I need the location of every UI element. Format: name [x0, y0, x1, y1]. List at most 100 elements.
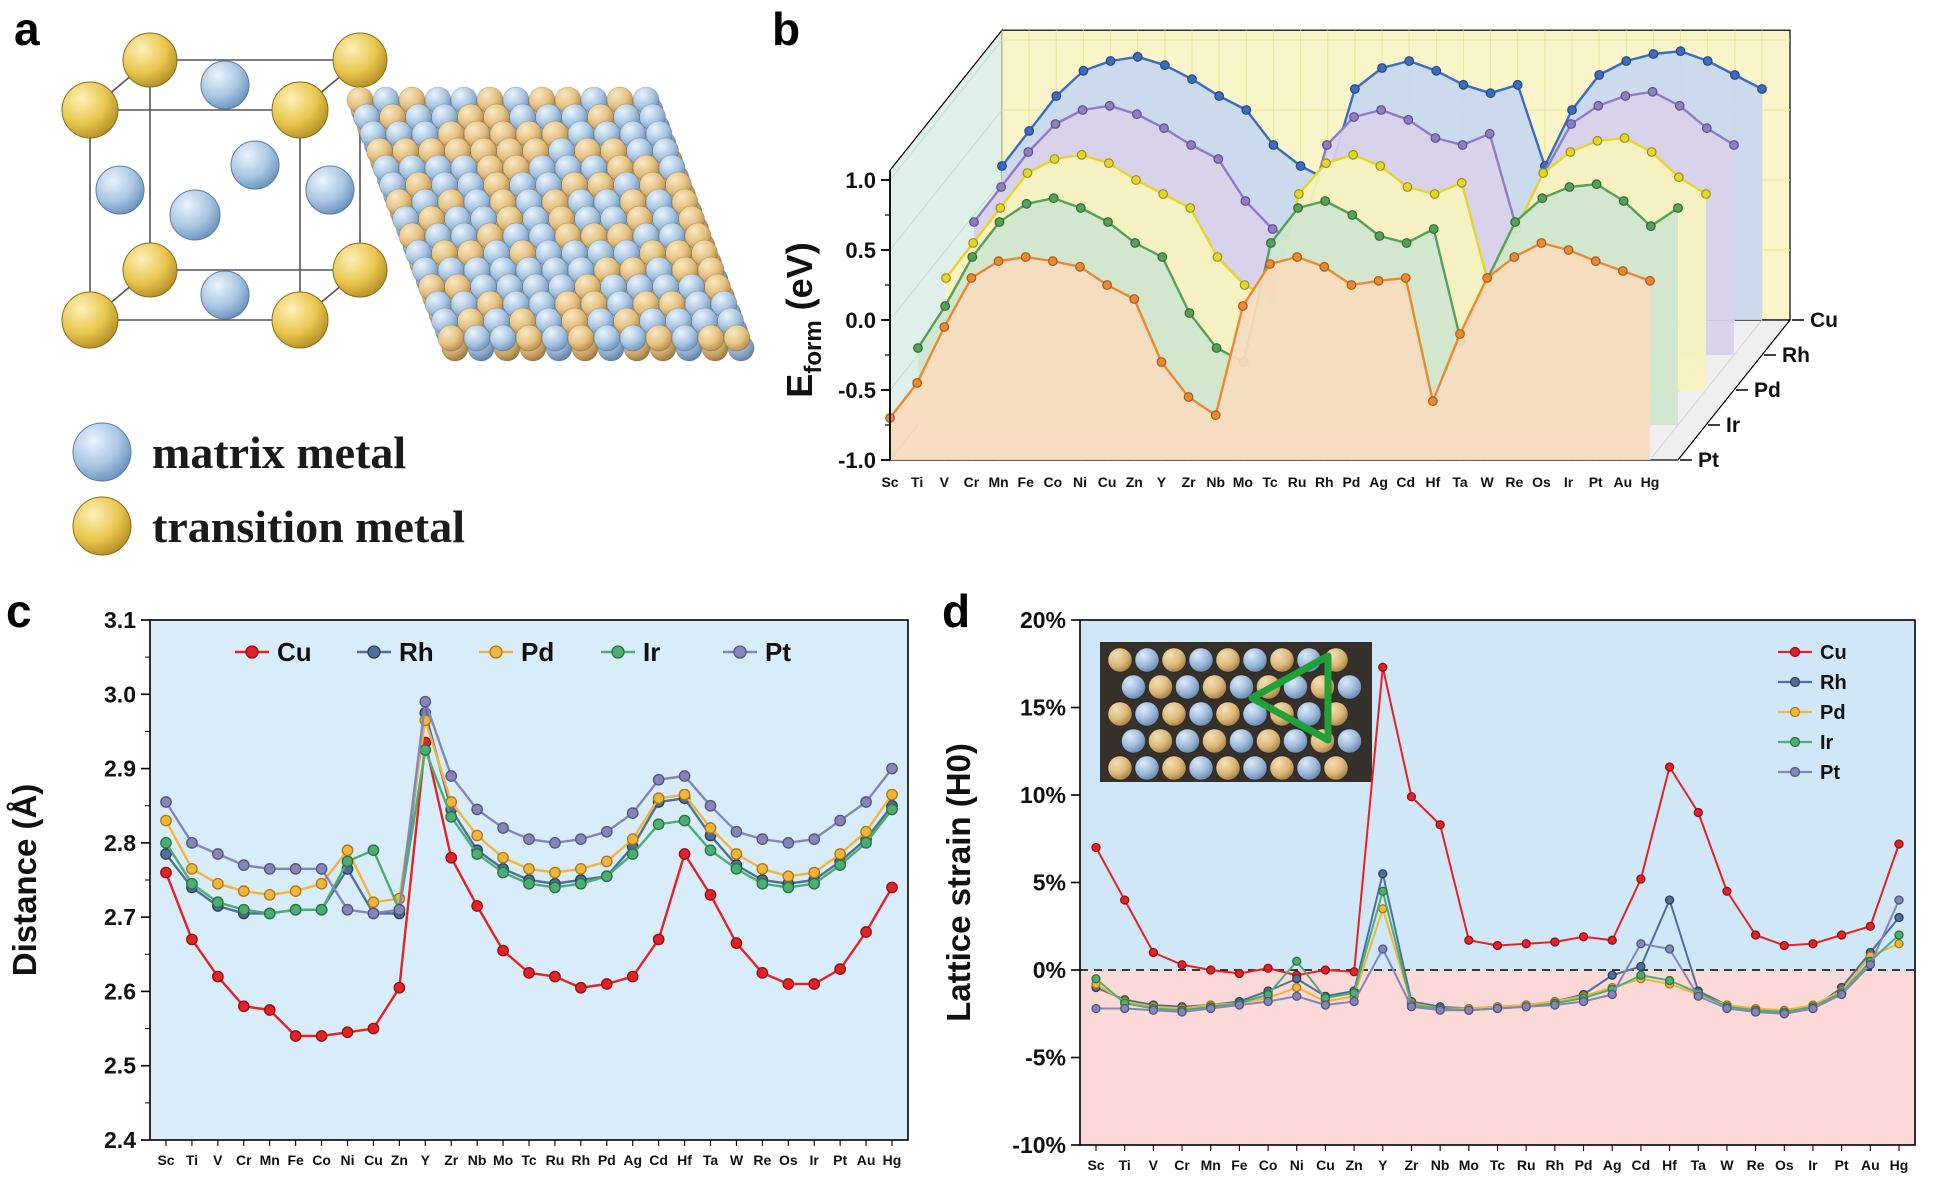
svg-text:Ta: Ta: [703, 1152, 719, 1168]
svg-text:Pt: Pt: [1698, 449, 1719, 472]
svg-text:Cd: Cd: [649, 1152, 668, 1168]
svg-text:Zn: Zn: [391, 1152, 408, 1168]
svg-text:Y: Y: [1157, 474, 1167, 490]
svg-text:Au: Au: [1861, 1157, 1880, 1173]
svg-text:Ta: Ta: [1691, 1157, 1707, 1173]
panel-label-b: b: [772, 3, 801, 55]
strain-chart-area: -10% -5% 0% 5% 10% 15% 20% Sc Ti V Cr Mn Fe Co Ni Cu Zn Y…: [940, 607, 1916, 1173]
svg-text:Zn: Zn: [1126, 474, 1143, 490]
svg-text:2.8: 2.8: [104, 830, 136, 856]
svg-text:W: W: [1720, 1157, 1734, 1173]
svg-text:Y: Y: [421, 1152, 431, 1168]
svg-text:Cu: Cu: [364, 1152, 383, 1168]
svg-text:-0.5: -0.5: [838, 378, 876, 403]
svg-text:5%: 5%: [1033, 870, 1066, 896]
svg-text:Mn: Mn: [1201, 1157, 1221, 1173]
svg-text:Pt: Pt: [1589, 474, 1603, 490]
svg-text:Eform (eV): Eform (eV): [779, 242, 827, 397]
svg-text:Cd: Cd: [1632, 1157, 1651, 1173]
svg-text:Cr: Cr: [1174, 1157, 1190, 1173]
svg-text:Hg: Hg: [1641, 474, 1660, 490]
svg-text:Pd: Pd: [598, 1152, 616, 1168]
distance-chart-area: 2.4 2.5 2.6 2.7 2.8 2.9 3.0 3.1 Sc Ti V Cr Mn Fe Co Ni C…: [6, 607, 909, 1168]
svg-text:-5%: -5%: [1025, 1045, 1066, 1071]
strain-legend: Cu Rh Pd Ir Pt: [1778, 642, 1847, 784]
svg-text:2.6: 2.6: [104, 978, 136, 1004]
svg-text:Cd: Cd: [1396, 474, 1415, 490]
svg-text:Pt: Pt: [765, 637, 791, 667]
svg-text:Re: Re: [1747, 1157, 1765, 1173]
distance-series-cu: [160, 736, 898, 1042]
svg-text:Zr: Zr: [1182, 474, 1197, 490]
strain-series-cu: [1091, 662, 1904, 980]
svg-text:Rh: Rh: [1820, 672, 1847, 694]
svg-text:V: V: [940, 474, 950, 490]
svg-text:Zr: Zr: [1404, 1157, 1419, 1173]
panel-label-a: a: [14, 3, 40, 55]
svg-text:Ni: Ni: [1290, 1157, 1304, 1173]
svg-text:Zr: Zr: [444, 1152, 459, 1168]
svg-text:Ir: Ir: [1820, 732, 1834, 754]
svg-text:Ta: Ta: [1452, 474, 1468, 490]
svg-text:Co: Co: [1259, 1157, 1278, 1173]
svg-text:Cu: Cu: [1820, 642, 1847, 664]
svg-text:Mo: Mo: [493, 1152, 513, 1168]
svg-text:0%: 0%: [1033, 957, 1066, 983]
svg-text:Hg: Hg: [883, 1152, 902, 1168]
svg-text:10%: 10%: [1020, 782, 1066, 808]
svg-text:Nb: Nb: [1431, 1157, 1450, 1173]
svg-text:Sc: Sc: [881, 474, 898, 490]
svg-text:Ru: Ru: [1517, 1157, 1536, 1173]
svg-text:0.0: 0.0: [845, 308, 876, 333]
svg-text:Pd: Pd: [1342, 474, 1360, 490]
svg-text:2.4: 2.4: [104, 1127, 136, 1153]
svg-text:2.5: 2.5: [104, 1053, 136, 1079]
svg-text:Re: Re: [753, 1152, 771, 1168]
svg-text:Ti: Ti: [186, 1152, 198, 1168]
svg-text:Mn: Mn: [260, 1152, 280, 1168]
svg-text:Os: Os: [1532, 474, 1551, 490]
svg-text:Tc: Tc: [1490, 1157, 1506, 1173]
svg-text:Mo: Mo: [1233, 474, 1253, 490]
panel-label-c: c: [6, 585, 32, 637]
svg-text:Pd: Pd: [1754, 379, 1781, 402]
svg-text:Sc: Sc: [1087, 1157, 1104, 1173]
svg-text:Co: Co: [312, 1152, 331, 1168]
svg-text:Pt: Pt: [1835, 1157, 1849, 1173]
svg-text:Cu: Cu: [1316, 1157, 1335, 1173]
svg-text:Fe: Fe: [287, 1152, 304, 1168]
svg-text:Ir: Ir: [810, 1152, 820, 1168]
svg-text:Tc: Tc: [1262, 474, 1278, 490]
svg-text:Ir: Ir: [1726, 414, 1740, 437]
svg-text:Lattice strain (H0): Lattice strain (H0): [940, 743, 977, 1022]
svg-text:Ni: Ni: [341, 1152, 355, 1168]
svg-text:Pd: Pd: [1575, 1157, 1593, 1173]
svg-text:Fe: Fe: [1231, 1157, 1248, 1173]
distance-legend: Cu Rh Pd Ir Pt: [235, 637, 791, 667]
svg-text:Zn: Zn: [1346, 1157, 1363, 1173]
svg-text:15%: 15%: [1020, 695, 1066, 721]
panel-d-strain-chart: -10% -5% 0% 5% 10% 15% 20% Sc Ti V Cr Mn Fe Co Ni Cu Zn Y…: [940, 607, 1916, 1173]
panel-a-structures: matrix metal transition metal: [61, 32, 755, 556]
svg-text:Tc: Tc: [521, 1152, 537, 1168]
svg-text:W: W: [1481, 474, 1495, 490]
svg-text:Ti: Ti: [911, 474, 923, 490]
svg-text:Rh: Rh: [1315, 474, 1334, 490]
svg-text:3.1: 3.1: [104, 607, 136, 633]
svg-text:Hg: Hg: [1890, 1157, 1909, 1173]
svg-text:2.9: 2.9: [104, 756, 136, 782]
svg-text:Ir: Ir: [643, 637, 660, 667]
svg-text:Pt: Pt: [833, 1152, 847, 1168]
svg-text:Cu: Cu: [277, 637, 312, 667]
svg-text:matrix metal: matrix metal: [152, 427, 406, 478]
svg-text:Os: Os: [779, 1152, 798, 1168]
svg-text:Ru: Ru: [546, 1152, 565, 1168]
svg-text:Re: Re: [1505, 474, 1523, 490]
svg-text:Ti: Ti: [1119, 1157, 1131, 1173]
svg-text:Ni: Ni: [1073, 474, 1087, 490]
svg-text:Mo: Mo: [1459, 1157, 1479, 1173]
svg-text:Cr: Cr: [236, 1152, 252, 1168]
